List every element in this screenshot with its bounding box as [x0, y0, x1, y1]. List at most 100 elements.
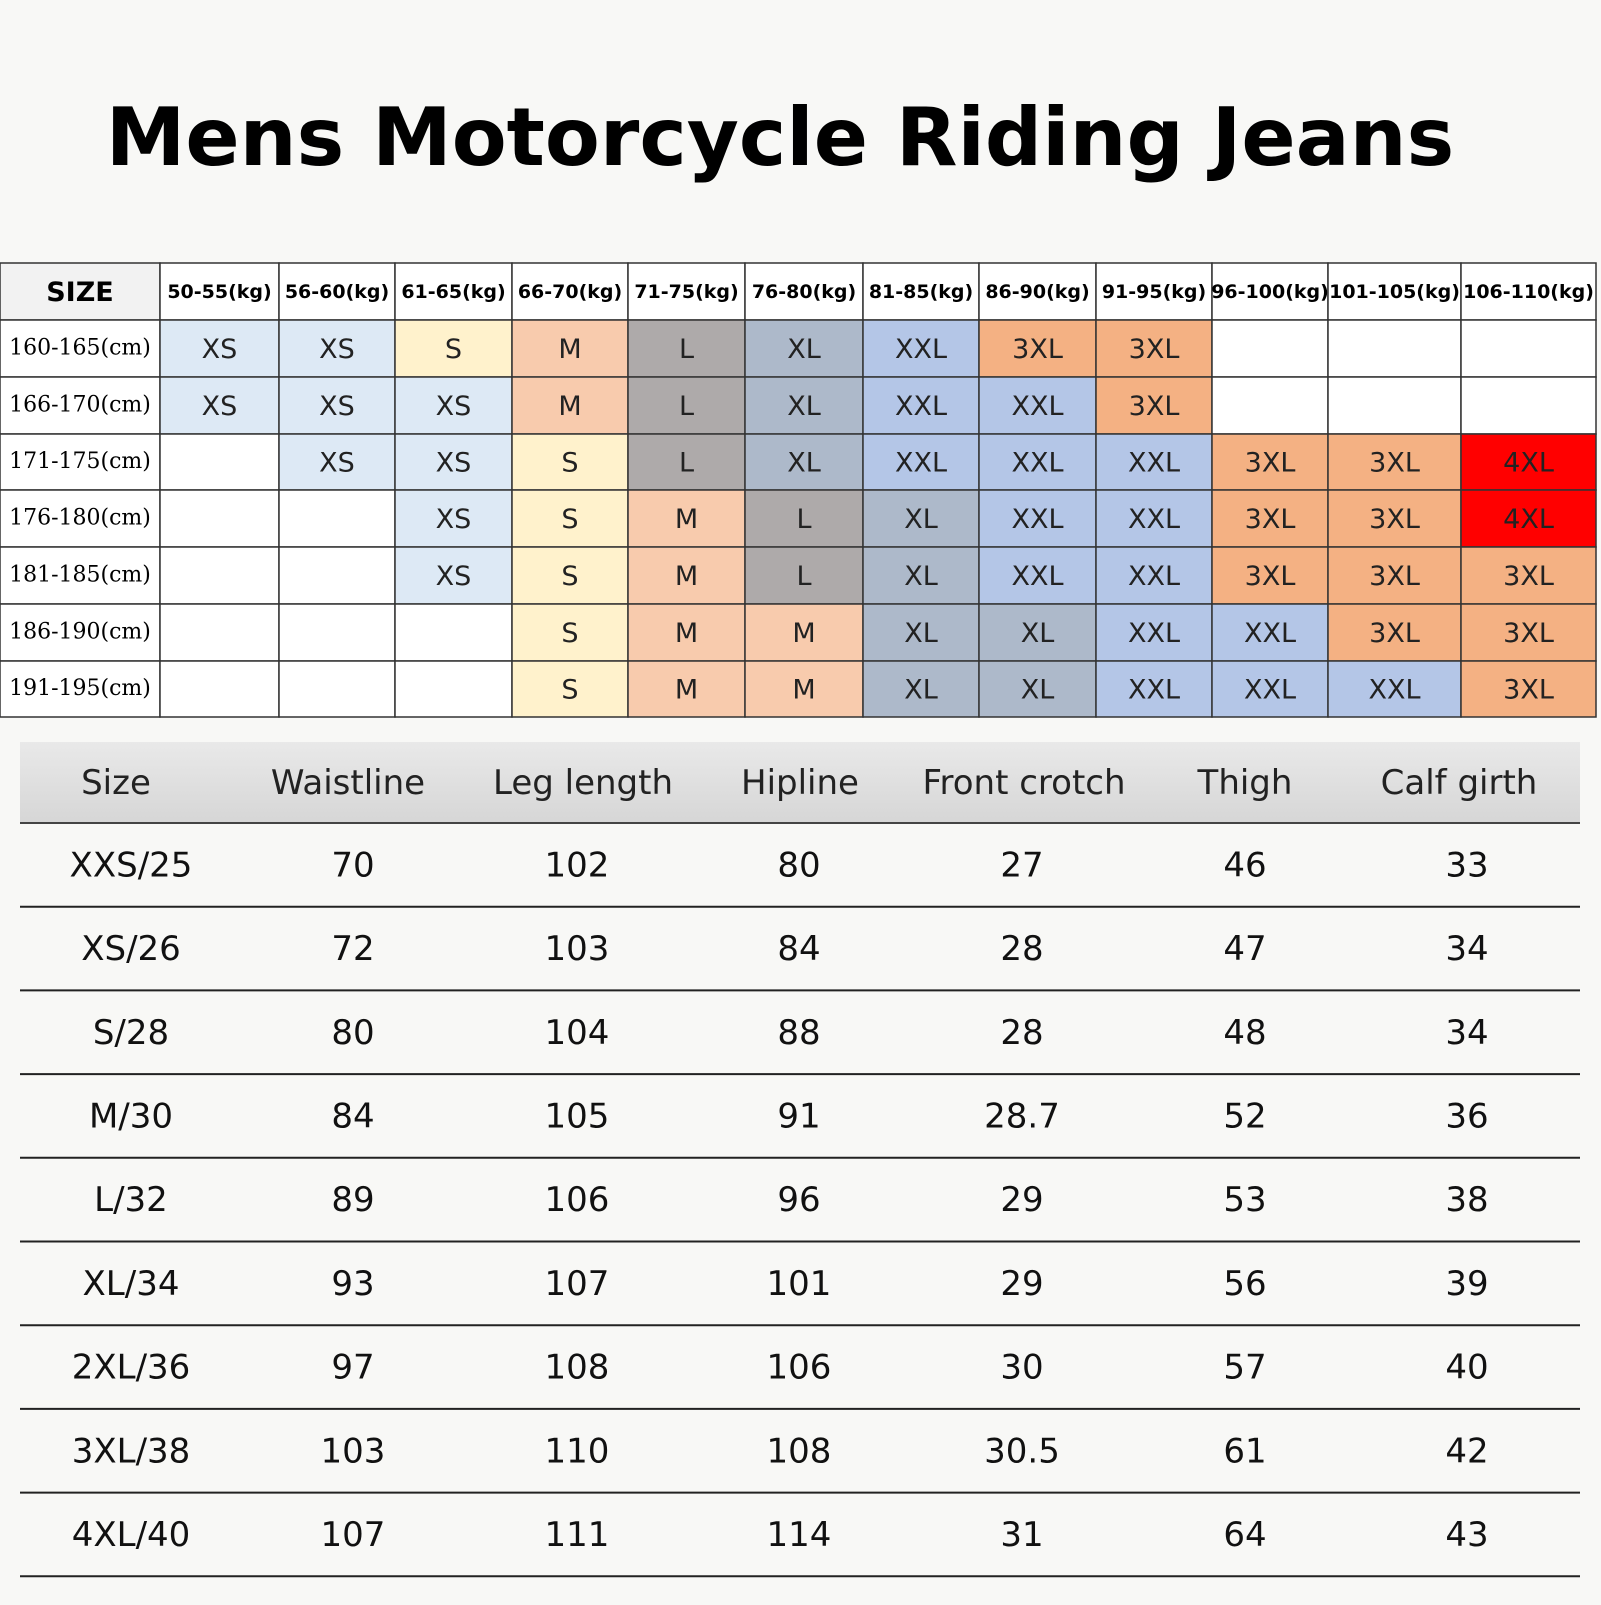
measurement-value: 34 [1445, 1013, 1488, 1053]
size-cell [1460, 376, 1597, 435]
measurement-value: 108 [767, 1431, 832, 1471]
measurement-value: 38 [1445, 1180, 1488, 1220]
size-name: 2XL/36 [72, 1348, 191, 1388]
measurement-value: 33 [1445, 845, 1488, 885]
size-label: 3XL [1369, 561, 1420, 592]
weight-header-cell [511, 262, 629, 321]
measurement-value: 88 [777, 1013, 820, 1053]
size-cell [394, 546, 513, 605]
size-cell [159, 376, 280, 435]
size-cell [627, 489, 746, 548]
size-label: XL [787, 391, 821, 422]
size-label: 3XL [1369, 504, 1420, 535]
size-label: XXL [1244, 675, 1296, 706]
weight-header-cell [394, 262, 513, 321]
measurement-value: 36 [1445, 1096, 1488, 1136]
size-label: 4XL [1503, 448, 1554, 479]
size-cell [1327, 319, 1462, 378]
size-cell [1460, 546, 1597, 605]
size-label: XXL [895, 391, 947, 422]
measurement-value: 43 [1445, 1515, 1488, 1555]
size-label: M [675, 675, 698, 706]
measurement-value: 57 [1223, 1348, 1266, 1388]
weight-header: 61-65(kg) [401, 281, 505, 303]
weight-header: 81-85(kg) [869, 281, 973, 303]
size-cell [862, 603, 980, 662]
size-label: 3XL [1245, 504, 1296, 535]
column-header: Calf girth [1381, 763, 1538, 803]
size-cell [1460, 660, 1597, 718]
measurement-value: 93 [331, 1264, 374, 1304]
measurement-value: 80 [777, 845, 820, 885]
size-label: XXL [1011, 561, 1063, 592]
size-label: XL [787, 334, 821, 365]
size-cell [1095, 546, 1213, 605]
size-cell [394, 603, 513, 662]
measurement-value: 27 [1000, 845, 1043, 885]
size-cell [627, 319, 746, 378]
size-cell [394, 489, 513, 548]
weight-header-cell [744, 262, 864, 321]
size-label: XXL [1368, 675, 1420, 706]
weight-header: 96-100(kg) [1211, 281, 1329, 303]
size-label: 3XL [1245, 561, 1296, 592]
size-label: 3XL [1503, 561, 1554, 592]
height-label: 160-165(cm) [9, 336, 151, 361]
measurement-value: 40 [1445, 1348, 1488, 1388]
size-cell [511, 603, 629, 662]
size-label: XS [319, 391, 355, 422]
height-cell [0, 319, 161, 378]
size-label: XS [436, 561, 472, 592]
size-label: S [445, 334, 462, 365]
size-label: L [679, 391, 694, 422]
height-label: 186-190(cm) [9, 620, 151, 645]
size-cell [1460, 489, 1597, 548]
size-cell [1211, 660, 1329, 718]
size-label: XXL [1128, 448, 1180, 479]
size-name: XXS/25 [70, 845, 193, 885]
measurement-value: 70 [331, 845, 374, 885]
size-label: XL [904, 675, 938, 706]
measurement-value: 91 [777, 1096, 820, 1136]
measurement-value: 106 [767, 1348, 832, 1388]
size-cell [862, 489, 980, 548]
size-label: XXL [1011, 448, 1063, 479]
weight-header: 91-95(kg) [1102, 281, 1206, 303]
weight-header: 76-80(kg) [752, 281, 856, 303]
size-label: 3XL [1129, 334, 1180, 365]
size-label: M [792, 675, 815, 706]
measurement-value: 96 [777, 1180, 820, 1220]
size-cell [978, 319, 1097, 378]
measurement-value: 52 [1223, 1096, 1266, 1136]
size-cell [1327, 546, 1462, 605]
size-label: 3XL [1503, 675, 1554, 706]
size-cell [1460, 433, 1597, 491]
size-cell [1327, 433, 1462, 491]
size-name: M/30 [89, 1096, 173, 1136]
measurement-value: 30 [1000, 1348, 1043, 1388]
measurement-value: 84 [331, 1096, 374, 1136]
measurement-value: 97 [331, 1348, 374, 1388]
measurement-value: 72 [331, 929, 374, 969]
weight-header-cell [1460, 262, 1597, 321]
column-header: Thigh [1197, 763, 1293, 803]
size-label: XS [436, 448, 472, 479]
size-label: XXL [1011, 504, 1063, 535]
size-cell [744, 660, 864, 718]
measurement-value: 34 [1445, 929, 1488, 969]
measurement-value: 28 [1000, 929, 1043, 969]
measurement-value: 111 [545, 1515, 610, 1555]
size-cell [511, 319, 629, 378]
measurement-value: 80 [331, 1013, 374, 1053]
measurement-value: 106 [545, 1180, 610, 1220]
size-cell [159, 660, 280, 718]
size-name: L/32 [94, 1180, 168, 1220]
size-label: XS [202, 391, 238, 422]
size-label: 3XL [1503, 618, 1554, 649]
weight-header: 86-90(kg) [985, 281, 1089, 303]
size-cell [394, 433, 513, 491]
weight-header-cell [159, 262, 280, 321]
size-label: XS [436, 504, 472, 535]
weight-header: 101-105(kg) [1329, 281, 1460, 303]
